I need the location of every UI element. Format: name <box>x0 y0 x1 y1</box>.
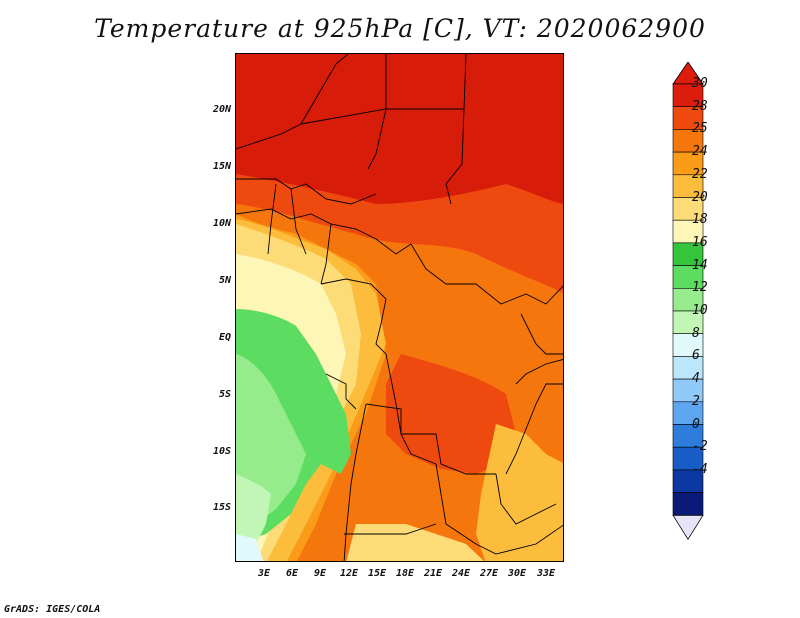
colorbar-tick-label: 12 <box>692 280 708 296</box>
colorbar-tick-label: 0 <box>692 416 700 432</box>
border-line <box>344 523 437 535</box>
lat-tick-label: 15N <box>212 161 231 172</box>
colorbar-tick-label: 22 <box>692 166 708 182</box>
border-line <box>236 208 377 240</box>
border-line <box>367 108 387 170</box>
border-line <box>515 359 563 385</box>
lat-tick-label: EQ <box>218 332 231 343</box>
border-line <box>520 313 563 355</box>
lon-tick-label: 21E <box>423 568 443 579</box>
lon-tick-label: 15E <box>367 568 387 579</box>
border-line <box>365 403 402 434</box>
colorbar-tick-label: 10 <box>692 303 708 318</box>
border-line <box>320 223 332 285</box>
lat-tick-label: 20N <box>212 104 231 115</box>
map-panel <box>235 53 564 562</box>
lon-tick-label: 30E <box>507 568 527 579</box>
temperature-map <box>236 54 563 561</box>
lat-tick-label: 5S <box>218 389 231 400</box>
lat-tick-label: 15S <box>212 502 231 513</box>
lon-tick-label: 6E <box>285 568 299 579</box>
lat-tick-label: 10S <box>212 446 231 457</box>
colorbar <box>672 62 704 541</box>
border-line <box>385 353 496 475</box>
colorbar-bottom-arrow <box>672 514 704 541</box>
colorbar-tick-label: 20 <box>692 189 708 205</box>
lon-tick-label: 27E <box>479 568 499 579</box>
temperature-region-warm <box>386 354 516 474</box>
border-line <box>343 403 367 561</box>
lon-tick-label: 3E <box>257 568 271 579</box>
border-line <box>495 473 557 525</box>
border-line <box>325 373 357 410</box>
border-line <box>290 188 307 255</box>
colorbar-tick-label: 30 <box>692 76 708 91</box>
colorbar-tick-label: 8 <box>692 325 700 341</box>
temperature-fill-layer <box>236 54 563 561</box>
border-line <box>400 433 437 465</box>
border-line <box>236 178 377 205</box>
colorbar-swatch <box>672 492 704 516</box>
colorbar-tick-label: 4 <box>692 371 700 387</box>
border-line <box>445 108 465 205</box>
border-line <box>505 383 563 475</box>
colorbar-tick-label: 18 <box>692 212 708 228</box>
border-line <box>267 183 277 255</box>
colorbar-tick-label: 16 <box>692 234 708 250</box>
colorbar-tick-label: 14 <box>692 257 708 273</box>
chart-title: Temperature at 925hPa [C], VT: 202006290… <box>94 14 706 43</box>
temperature-region-ice <box>236 534 264 561</box>
lon-tick-label: 33E <box>536 568 556 579</box>
lon-tick-label: 24E <box>451 568 471 579</box>
lon-tick-label: 9E <box>313 568 327 579</box>
lat-tick-label: 10N <box>212 218 231 229</box>
lon-tick-label: 12E <box>339 568 359 579</box>
colorbar-tick-label: 2 <box>692 393 700 409</box>
colorbar-tick-label: 28 <box>692 98 708 114</box>
temperature-region-gold <box>476 424 563 561</box>
lon-tick-label: 18E <box>395 568 415 579</box>
colorbar-tick-label: 24 <box>692 144 708 160</box>
border-line <box>320 278 387 355</box>
temperature-region-pale <box>346 524 484 561</box>
border-line <box>435 463 563 555</box>
colorbar-tick-label: 25 <box>692 121 708 137</box>
colorbar-tick-label: 6 <box>692 348 700 364</box>
lat-tick-label: 5N <box>218 275 231 286</box>
temperature-region-palegreen <box>236 474 271 549</box>
border-line <box>375 238 563 305</box>
colorbar-tick-label: -2 <box>692 439 708 455</box>
country-borders <box>236 54 563 561</box>
colorbar-tick-label: -4 <box>692 461 708 477</box>
credit-text: GrADS: IGES/COLA <box>4 604 101 615</box>
